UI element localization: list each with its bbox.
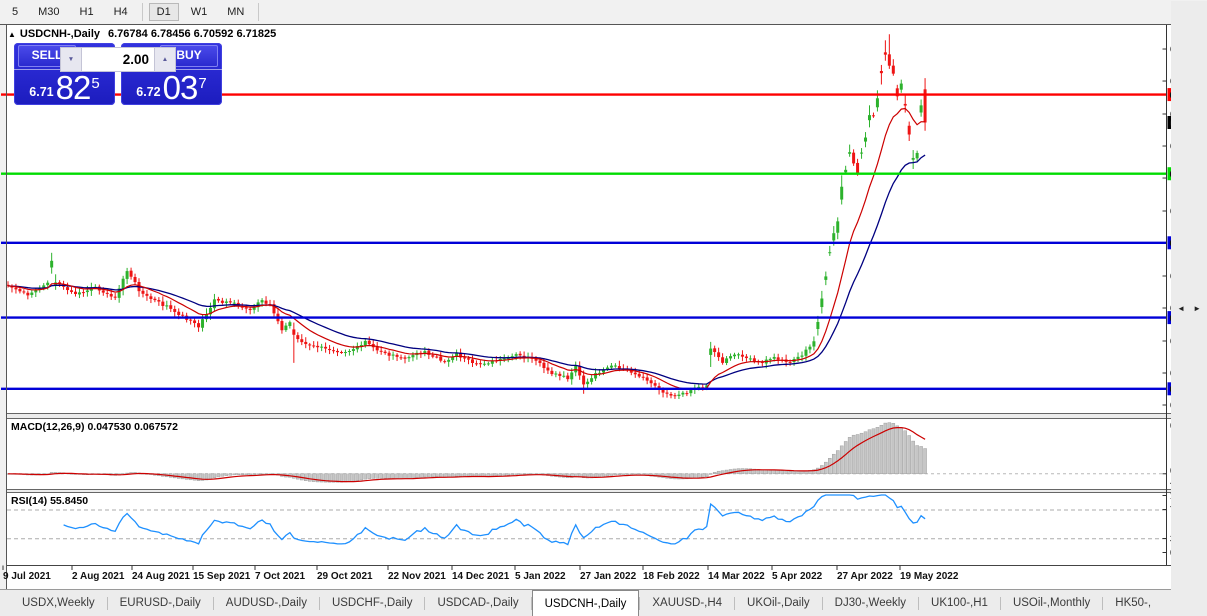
tab-usoil-monthly[interactable]: USOil-,Monthly [1012, 597, 1091, 609]
tab-separator [639, 596, 641, 610]
svg-text:19 May 2022: 19 May 2022 [900, 571, 959, 582]
svg-text:29 Oct 2021: 29 Oct 2021 [317, 571, 373, 582]
tab-separator [734, 596, 736, 610]
svg-text:5 Jan 2022: 5 Jan 2022 [515, 571, 566, 582]
horizontal-lines [1, 93, 1166, 390]
tab-separator [106, 596, 108, 610]
chart-background [0, 24, 1207, 589]
macd-indicator-label: MACD(12,26,9) 0.047530 0.067572 [11, 421, 178, 433]
tab-separator [999, 596, 1001, 610]
volume-spinner: ▼ ▲ [60, 47, 176, 72]
timeframe-m30[interactable]: M30 [38, 5, 60, 18]
tab-separator [918, 596, 920, 610]
svg-text:24 Aug 2021: 24 Aug 2021 [132, 571, 190, 582]
tab-separator [212, 596, 214, 610]
ma-fast-line [7, 107, 926, 391]
tab-eurusd-daily[interactable]: EURUSD-,Daily [119, 597, 201, 609]
sell-price-prefix: 6.71 [29, 85, 54, 99]
timeframe-toolbar: 5 M30 H1 H4 D1 W1 MN [0, 0, 1207, 23]
tab-usdchf-daily[interactable]: USDCHF-,Daily [331, 597, 413, 609]
timeframe-h4[interactable]: H4 [113, 5, 128, 18]
tab-ukoil-daily[interactable]: UKOil-,Daily [747, 597, 810, 609]
time-axis: 9 Jul 2021 2 Aug 2021 24 Aug 2021 15 Sep 20… [2, 565, 959, 582]
volume-input[interactable] [82, 48, 154, 71]
svg-text:27 Apr 2022: 27 Apr 2022 [837, 571, 893, 582]
tab-hk50[interactable]: HK50-, [1115, 597, 1152, 609]
ohlc-values: 6.76784 6.78456 6.70592 6.71825 [108, 28, 277, 40]
svg-text:14 Dec 2021: 14 Dec 2021 [452, 571, 510, 582]
rsi-panel [7, 494, 1166, 546]
rsi-indicator-label: RSI(14) 55.8450 [11, 495, 89, 507]
tab-usdcnh-daily[interactable]: USDCNH-,Daily [531, 590, 640, 616]
volume-increase-button[interactable]: ▲ [154, 48, 175, 71]
tab-scroll-left-icon[interactable]: ◄ [1177, 304, 1186, 313]
timeframe-h1[interactable]: H1 [79, 5, 94, 18]
buy-price-pipette: 7 [198, 75, 207, 92]
chart-title: ▲ USDCNH-,Daily 6.76784 6.78456 6.70592 6.… [8, 28, 276, 40]
symbol-tab-bar: USDX,Weekly EURUSD-,Daily AUDUSD-,Daily USD… [0, 589, 1207, 616]
macd-panel [6, 422, 1166, 483]
symbol-period-label: USDCNH-,Daily [19, 28, 100, 40]
sell-price-big: 82 [55, 69, 92, 106]
tab-separator [318, 596, 320, 610]
timeframe-mn[interactable]: MN [227, 5, 245, 18]
timeframe-5[interactable]: 5 [12, 5, 19, 18]
sell-price-pipette: 5 [91, 75, 100, 92]
tab-separator [424, 596, 426, 610]
tab-separator [1102, 596, 1104, 610]
moving-average-slow [7, 154, 926, 385]
svg-text:22 Nov 2021: 22 Nov 2021 [388, 571, 446, 582]
tab-uk100-h1[interactable]: UK100-,H1 [931, 597, 988, 609]
tab-separator [530, 596, 532, 610]
tab-audusd-daily[interactable]: AUDUSD-,Daily [225, 597, 307, 609]
sell-price: 6.71 82 5 [14, 70, 115, 104]
svg-text:7 Oct 2021: 7 Oct 2021 [255, 571, 305, 582]
collapse-arrow-icon[interactable]: ▲ [8, 30, 16, 39]
svg-text:15 Sep 2021: 15 Sep 2021 [193, 571, 251, 582]
tab-scroll-right-icon[interactable]: ► [1193, 304, 1201, 313]
svg-text:14 Mar 2022: 14 Mar 2022 [708, 571, 765, 582]
volume-decrease-button[interactable]: ▼ [61, 48, 82, 71]
timeframe-d1[interactable]: D1 [148, 2, 179, 21]
tab-usdcad-daily[interactable]: USDCAD-,Daily [437, 597, 519, 609]
tab-xauusd-h4[interactable]: XAUUSD-,H4 [652, 597, 723, 609]
svg-text:2 Aug 2021: 2 Aug 2021 [72, 571, 125, 582]
svg-text:27 Jan 2022: 27 Jan 2022 [580, 571, 637, 582]
buy-price-big: 03 [162, 69, 199, 106]
toolbar-separator [141, 2, 143, 21]
tab-usdx-weekly[interactable]: USDX,Weekly [22, 597, 95, 609]
moving-average-fast [7, 107, 926, 391]
tab-scroll-arrows: ◄ ► [1171, 1, 1207, 616]
svg-text:18 Feb 2022: 18 Feb 2022 [643, 571, 700, 582]
buy-price-prefix: 6.72 [136, 85, 161, 99]
ma-slow-line [7, 154, 926, 385]
tab-separator [821, 596, 823, 610]
buy-price: 6.72 03 7 [121, 70, 222, 104]
timeframe-w1[interactable]: W1 [190, 5, 208, 18]
toolbar-separator [258, 2, 260, 21]
svg-text:5 Apr 2022: 5 Apr 2022 [772, 571, 823, 582]
tab-dj30-weekly[interactable]: DJ30-,Weekly [834, 597, 907, 609]
svg-text:9 Jul 2021: 9 Jul 2021 [3, 571, 51, 582]
